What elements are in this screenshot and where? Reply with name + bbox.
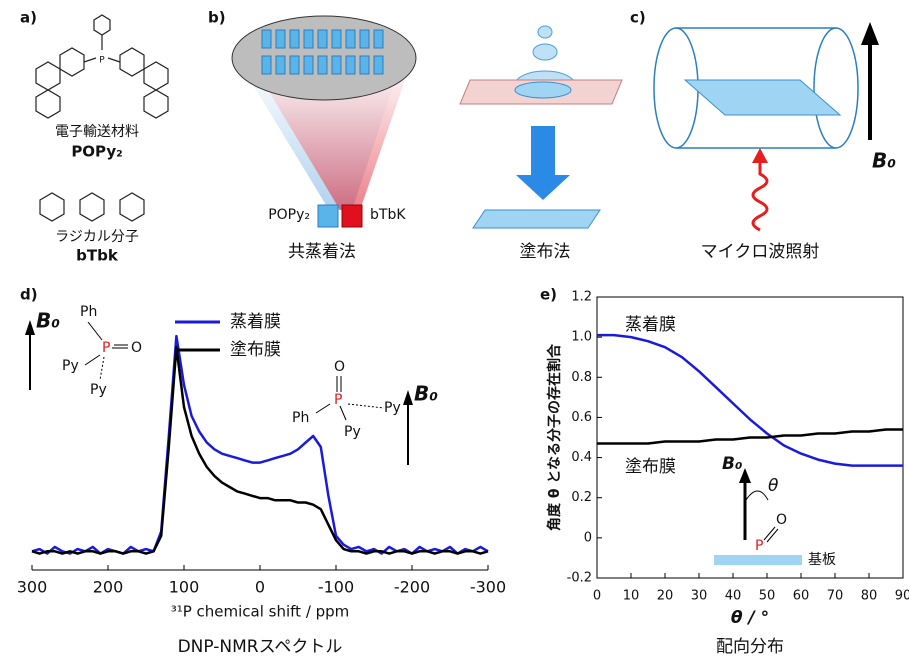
atom: P [102, 340, 110, 356]
panel-label: b) [208, 9, 226, 27]
panel-label: c) [630, 9, 646, 27]
y-axis-label: 角度 θ となる分子の存在割合 [546, 343, 563, 531]
atom: Py [62, 358, 79, 374]
y-tick-label: 0 [584, 530, 592, 545]
y-tick-label: 0.2 [571, 490, 592, 505]
legend-label: 塗布膜 [230, 339, 281, 360]
atom: P [334, 392, 342, 408]
field-label: B₀ [872, 149, 896, 173]
field-label: B₀ [36, 309, 60, 333]
x-axis-label: ³¹P chemical shift / ppm [171, 603, 350, 621]
source-label: bTbK [370, 207, 406, 223]
legend-label: 蒸着膜 [230, 312, 281, 332]
atom: Py [344, 424, 361, 440]
atom: P [755, 538, 763, 554]
field-label: B₀ [414, 382, 438, 406]
y-tick-label: 1.2 [571, 290, 592, 305]
method-label: 塗布法 [520, 241, 571, 262]
caption: 配向分布 [716, 637, 784, 657]
molecule [316, 376, 384, 420]
source-label: POPy₂ [268, 207, 310, 223]
page: a) P 電子輸送材料 POPy₂ ラジカル分子 bTbk b) POPy₂ b… [0, 0, 909, 660]
x-tick-label: -200 [394, 578, 430, 597]
field-arrow-head [861, 22, 879, 45]
y-tick-label: 1.0 [571, 330, 592, 345]
x-tick-label: -100 [318, 578, 354, 597]
sample [685, 80, 840, 115]
x-axis-label: θ / ° [731, 608, 769, 628]
field-arrow-head [25, 320, 35, 335]
panel-label: a) [20, 9, 37, 27]
panel-label: d) [20, 286, 38, 304]
film [473, 210, 600, 228]
atom: Ph [80, 304, 97, 320]
figure: a) P 電子輸送材料 POPy₂ ラジカル分子 bTbk b) POPy₂ b… [0, 0, 909, 660]
x-tick-label: 80 [861, 589, 878, 604]
x-tick-label: 300 [17, 578, 48, 597]
x-tick-label: 0 [255, 578, 265, 597]
series-line [597, 335, 903, 466]
material-label: 電子輸送材料 [55, 124, 139, 140]
x-tick-label: 0 [593, 589, 601, 604]
annotation: 塗布膜 [625, 456, 676, 477]
source [342, 205, 362, 227]
y-tick-label: 0.4 [571, 450, 592, 465]
bond [764, 527, 775, 540]
x-tick-label: 40 [725, 589, 742, 604]
x-tick-label: 50 [759, 589, 776, 604]
x-tick-label: 70 [827, 589, 844, 604]
atom: Ph [292, 410, 309, 426]
bond [767, 529, 778, 542]
series-line [597, 430, 903, 444]
x-tick-label: 60 [793, 589, 810, 604]
atom: Py [384, 400, 401, 416]
substrate-label: 基板 [808, 551, 836, 568]
droplet [515, 82, 571, 98]
caption: DNP-NMRスペクトル [178, 637, 343, 657]
arrow [516, 126, 570, 200]
atom: Py [90, 382, 107, 398]
method-label: 共蒸着法 [288, 242, 356, 262]
angle-label: θ [768, 476, 779, 496]
x-tick-label: 10 [623, 589, 640, 604]
y-tick-label: -0.2 [567, 571, 592, 586]
structure [36, 15, 168, 221]
y-tick-label: 0.6 [571, 410, 592, 425]
atom: P [99, 56, 105, 66]
material-name: POPy₂ [71, 143, 122, 161]
series-line [32, 336, 488, 553]
panel-label: e) [540, 286, 557, 304]
microwave-head [752, 148, 768, 163]
x-tick-label: 90 [895, 589, 909, 604]
x-tick-label: -300 [470, 578, 506, 597]
method-label: マイクロ波照射 [701, 242, 820, 262]
x-tick-label: 20 [657, 589, 674, 604]
y-tick-label: 0.8 [571, 370, 592, 385]
source [318, 205, 338, 227]
material-name: bTbk [76, 247, 119, 265]
substrate [714, 555, 802, 565]
angle-arc [746, 491, 768, 500]
annotation: 蒸着膜 [625, 315, 676, 335]
material-label: ラジカル分子 [55, 229, 139, 245]
microwave [753, 159, 767, 230]
atom: O [334, 359, 345, 375]
atom: O [131, 340, 142, 356]
x-tick-label: 200 [93, 578, 124, 597]
x-tick-label: 100 [169, 578, 200, 597]
atom: O [776, 512, 787, 528]
field-arrow-head [403, 390, 413, 405]
field-label: B₀ [722, 454, 743, 474]
x-tick-label: 30 [691, 589, 708, 604]
